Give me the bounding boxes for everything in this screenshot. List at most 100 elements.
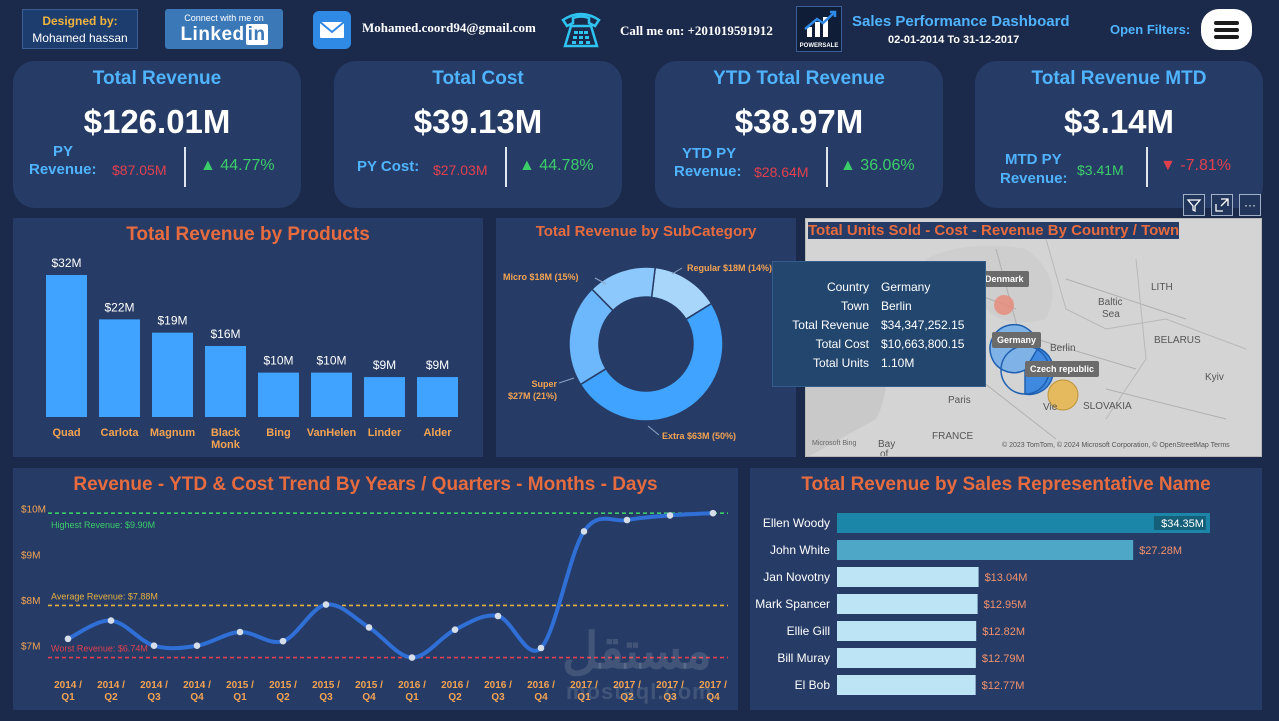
hamburger-icon [1214, 28, 1239, 32]
map-place-label: Kyiv [1205, 372, 1224, 383]
bar-data-label: $9M [373, 358, 396, 372]
bar-data-label: $27.28M [1139, 545, 1182, 557]
kpi-prev-value: $3.41M [1077, 162, 1124, 178]
x-tick-label: Q2 [276, 692, 290, 703]
map-bubble-czech[interactable] [1047, 379, 1079, 411]
kpi-prev-label: Revenue: [674, 163, 742, 180]
reps-chart-panel: Total Revenue by Sales Representative Na… [750, 468, 1262, 710]
y-tick-label: $9M [21, 550, 40, 561]
bar [205, 346, 246, 417]
line-point [322, 601, 330, 608]
bar-data-label: $13.04M [985, 572, 1028, 584]
y-tick-label: $10M [21, 505, 46, 516]
kpi-title: Total Revenue [92, 68, 222, 89]
bar-data-label: $10M [263, 354, 293, 368]
triangle-down-icon: ▼ [1160, 157, 1176, 174]
tooltip-value: $34,347,252.15 [881, 318, 965, 332]
bar-data-label: $22M [104, 300, 134, 314]
kpi-separator [1146, 147, 1148, 187]
x-tick-label: 2016 / [484, 680, 512, 691]
line-point [623, 516, 631, 524]
bar-category-label: Bing [266, 427, 290, 439]
designer-name: Mohamed hassan [32, 31, 128, 45]
tooltip-key: Total Units [812, 356, 869, 370]
rep-name-label: Ellie Gill [787, 624, 830, 638]
reps-chart-title: Total Revenue by Sales Representative Na… [801, 474, 1211, 495]
bar [99, 319, 140, 417]
x-tick-label: Q4 [362, 692, 376, 703]
tooltip-value: Germany [881, 280, 931, 294]
open-filters-label: Open Filters: [1110, 22, 1191, 37]
kpi-prev-value: $28.64M [754, 164, 809, 180]
y-tick-label: $7M [21, 642, 40, 653]
bar-data-label: $12.77M [982, 680, 1025, 692]
triangle-up-icon: ▲ [200, 157, 216, 174]
line-point [580, 528, 588, 535]
bar [837, 594, 978, 614]
bar-data-label: $12.95M [984, 599, 1027, 611]
rep-name-label: Bill Muray [777, 651, 830, 665]
kpi-value: $3.14M [1063, 103, 1175, 140]
data-label-bg [1153, 516, 1206, 530]
x-tick-label: 2015 / [355, 680, 383, 691]
bar [837, 513, 1210, 533]
map-bubble-denmark[interactable] [994, 295, 1014, 315]
email-address[interactable]: Mohamed.coord94@gmail.com [362, 20, 536, 35]
rep-name-label: El Bob [795, 678, 831, 692]
designer-badge: Designed by: Mohamed hassan [22, 9, 138, 49]
x-tick-label: Q2 [620, 692, 634, 703]
donut-slice [579, 302, 724, 422]
bar-data-label: $9M [426, 358, 449, 372]
linkedin-in-logo: in [245, 24, 268, 45]
powersale-logo-label: POWERSALE [799, 43, 839, 49]
line-point [494, 612, 502, 620]
bar-category-label: Black [211, 427, 241, 439]
bar-data-label: $12.82M [982, 626, 1025, 638]
x-tick-label: 2017 / [570, 680, 598, 691]
x-tick-label: Q2 [104, 692, 118, 703]
x-tick-label: Q3 [491, 692, 505, 703]
bar-category-label: Quad [52, 427, 80, 439]
line-point [64, 635, 72, 643]
donut-data-label: $27M (21%) [508, 391, 557, 401]
map-place-label: LITH [1151, 282, 1173, 293]
revenue-line [67, 511, 714, 660]
bar [837, 621, 977, 641]
x-tick-label: Q1 [61, 692, 75, 703]
bar [46, 275, 87, 417]
x-tick-label: 2014 / [183, 680, 211, 691]
bar-data-label: $34.35M [1161, 518, 1204, 530]
line-point [537, 644, 545, 652]
tooltip-key: Total Cost [815, 337, 869, 351]
filter-icon[interactable] [1183, 194, 1205, 216]
mail-icon[interactable] [313, 11, 351, 49]
rep-name-label: John White [770, 543, 830, 557]
subcategory-chart-title: Total Revenue by SubCategory [535, 223, 757, 240]
donut-data-label: Regular $18M (14%) [687, 263, 772, 273]
leader-line [647, 425, 660, 436]
reference-line-label: Average Revenue: $7.88M [51, 591, 158, 601]
more-options-icon[interactable]: ··· [1239, 194, 1261, 216]
triangle-up-icon: ▲ [519, 157, 535, 174]
phone-icon [557, 6, 605, 52]
reference-line-label: Highest Revenue: $9.90M [51, 520, 155, 530]
tooltip-key: Total Revenue [792, 318, 869, 332]
x-tick-label: Q2 [448, 692, 462, 703]
bar [364, 377, 405, 417]
bar-data-label: $19M [157, 314, 187, 328]
x-tick-label: 2014 / [97, 680, 125, 691]
bar [837, 567, 979, 587]
map-place-label: Paris [948, 395, 971, 406]
map-attribution: © 2023 TomTom, © 2024 Microsoft Corporat… [1002, 442, 1230, 449]
linkedin-connect-text: Connect with me on [184, 13, 264, 23]
line-point [279, 637, 287, 645]
donut-slice [590, 266, 657, 312]
line-point [451, 626, 459, 634]
x-tick-label: Q1 [577, 692, 591, 703]
bar [837, 648, 976, 668]
line-point [193, 642, 201, 650]
linkedin-button[interactable]: Connect with me on Linked in [165, 9, 283, 49]
x-tick-label: 2014 / [140, 680, 168, 691]
focus-mode-icon[interactable] [1211, 194, 1233, 216]
menu-button[interactable] [1201, 9, 1252, 50]
